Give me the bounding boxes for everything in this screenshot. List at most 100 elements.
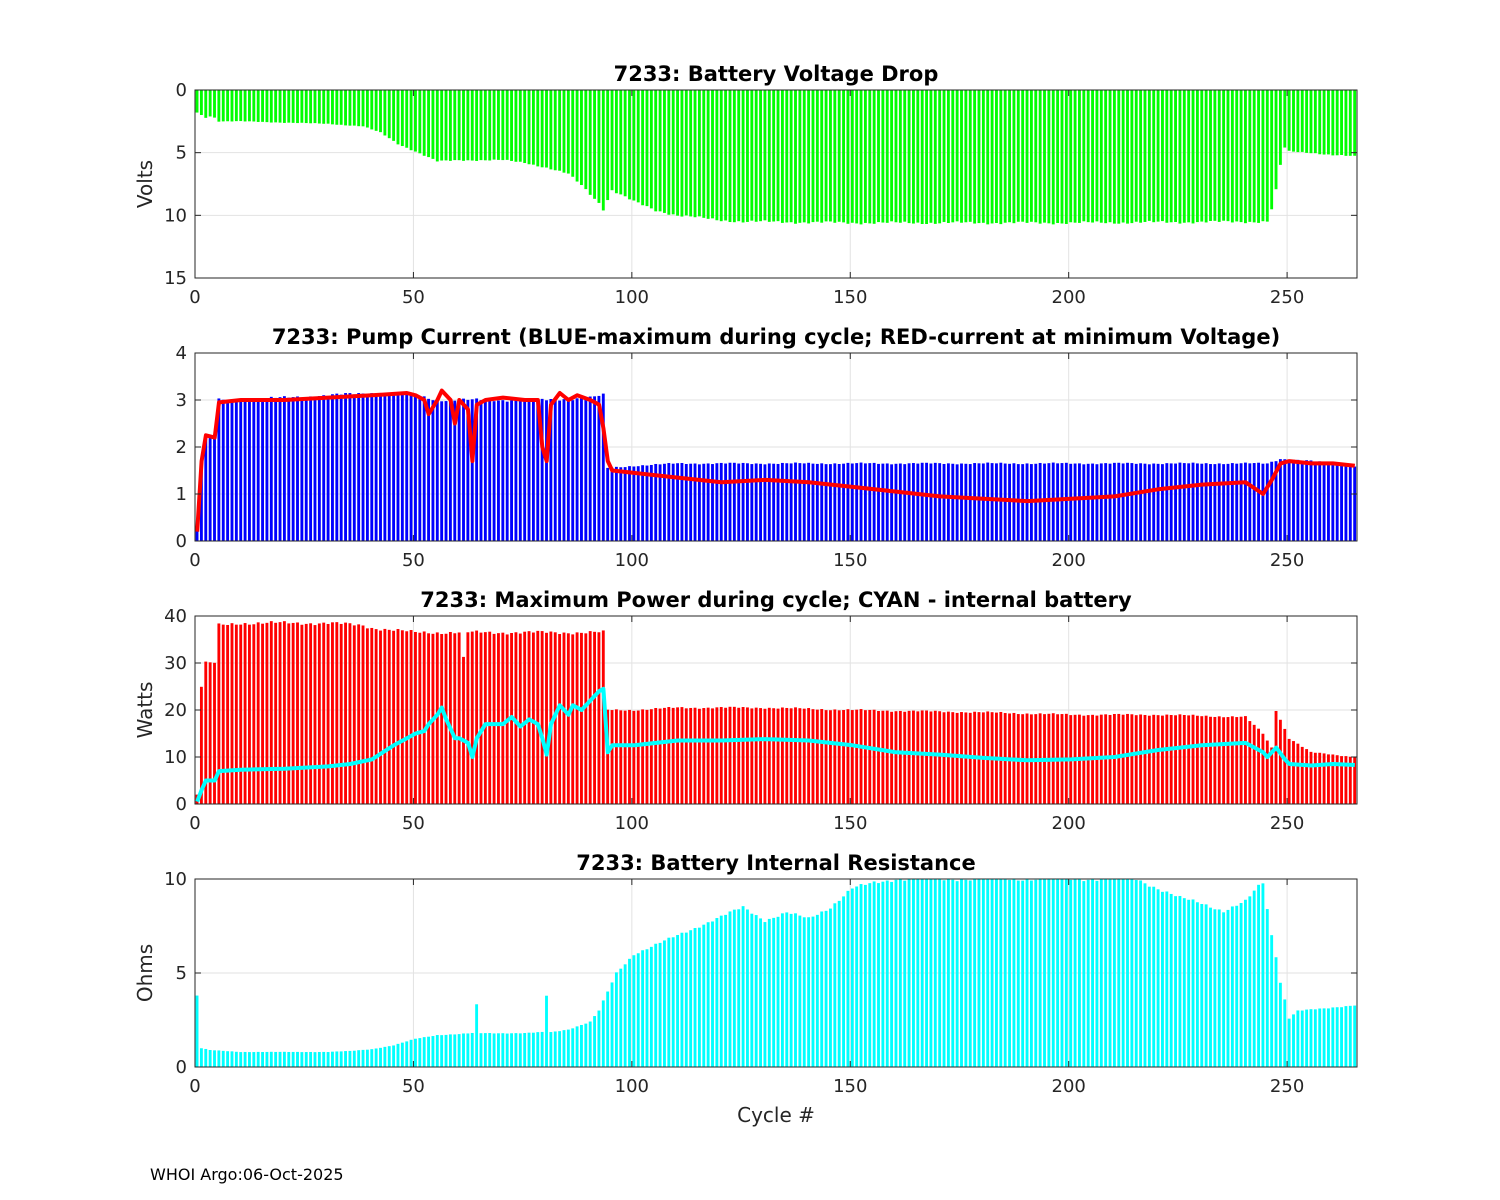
bar <box>763 90 767 221</box>
bar <box>1292 1014 1295 1067</box>
bar <box>772 917 776 1067</box>
bar <box>213 662 216 804</box>
bar <box>1230 906 1234 1067</box>
bar <box>291 1051 295 1067</box>
bar <box>440 90 444 161</box>
bar <box>933 710 937 804</box>
bar <box>453 90 457 161</box>
bar <box>374 90 378 131</box>
bar <box>588 396 592 541</box>
bar <box>785 463 789 541</box>
bar <box>623 467 627 541</box>
bar <box>1095 464 1099 541</box>
bar <box>776 463 780 541</box>
bar <box>776 90 780 222</box>
bar <box>903 711 907 804</box>
bar <box>304 90 308 124</box>
bar <box>562 399 566 541</box>
bar <box>1300 746 1304 804</box>
bar <box>833 709 837 804</box>
bar <box>422 396 426 541</box>
bar <box>741 90 745 223</box>
bar <box>370 90 374 130</box>
bar <box>1226 909 1230 1067</box>
bar <box>1178 462 1182 541</box>
bar <box>1239 463 1243 541</box>
bar <box>488 631 492 804</box>
bar <box>462 1033 465 1067</box>
bar <box>894 463 898 541</box>
bar <box>946 711 950 804</box>
bar <box>326 1052 330 1067</box>
bar <box>654 708 658 804</box>
bar <box>750 90 754 221</box>
bar <box>326 90 330 124</box>
bar <box>365 628 369 804</box>
bar <box>933 462 937 541</box>
bar <box>562 90 566 173</box>
bar <box>811 90 815 223</box>
bar <box>339 90 343 125</box>
y-tick-label: 4 <box>176 343 187 364</box>
bar <box>715 90 719 221</box>
bar <box>457 400 461 541</box>
bar <box>304 397 308 541</box>
bar <box>1318 461 1322 541</box>
bar <box>510 90 513 161</box>
bar <box>973 879 977 1067</box>
bar <box>1130 90 1134 224</box>
bar <box>833 903 837 1067</box>
bar <box>414 90 417 152</box>
bar <box>217 90 221 122</box>
bar <box>1099 463 1103 541</box>
bar <box>1309 751 1313 804</box>
bar <box>1117 462 1121 541</box>
bar <box>1117 90 1121 224</box>
bar <box>348 623 352 804</box>
bar <box>322 395 326 541</box>
bar <box>706 707 710 804</box>
bar <box>719 462 723 541</box>
bar <box>746 909 749 1067</box>
y-tick-label: 2 <box>176 437 187 458</box>
bar <box>1038 879 1042 1067</box>
bar <box>746 90 749 222</box>
bar <box>562 632 566 804</box>
bar <box>221 90 225 122</box>
bar <box>676 707 679 804</box>
bar <box>199 1048 203 1067</box>
y-tick-label: 3 <box>176 390 187 411</box>
bar <box>1182 715 1186 804</box>
bar <box>1029 90 1033 222</box>
bar <box>230 623 234 804</box>
bar <box>575 1026 579 1067</box>
bar <box>1313 1009 1317 1067</box>
bar <box>501 400 505 541</box>
y-axis-label: Ohms <box>133 944 157 1002</box>
bar <box>1086 90 1090 223</box>
bar <box>1335 755 1339 804</box>
bar <box>829 90 832 222</box>
bar <box>383 90 387 136</box>
bar <box>885 90 889 223</box>
bar <box>794 90 797 224</box>
bar <box>671 90 675 215</box>
bar <box>890 881 894 1067</box>
bar <box>951 463 955 541</box>
bar <box>396 1043 400 1067</box>
bar <box>195 995 199 1067</box>
bar <box>676 90 679 216</box>
bar <box>248 400 251 541</box>
bar <box>488 399 492 541</box>
bar <box>1095 880 1099 1067</box>
bar <box>501 632 505 804</box>
bar <box>1021 880 1025 1067</box>
bar <box>1156 889 1160 1067</box>
bar <box>1104 879 1108 1067</box>
bar <box>1340 90 1343 155</box>
bar <box>1226 90 1230 222</box>
bar <box>1344 464 1348 541</box>
bar <box>1121 879 1125 1067</box>
bar <box>711 708 714 804</box>
bar <box>400 393 404 541</box>
